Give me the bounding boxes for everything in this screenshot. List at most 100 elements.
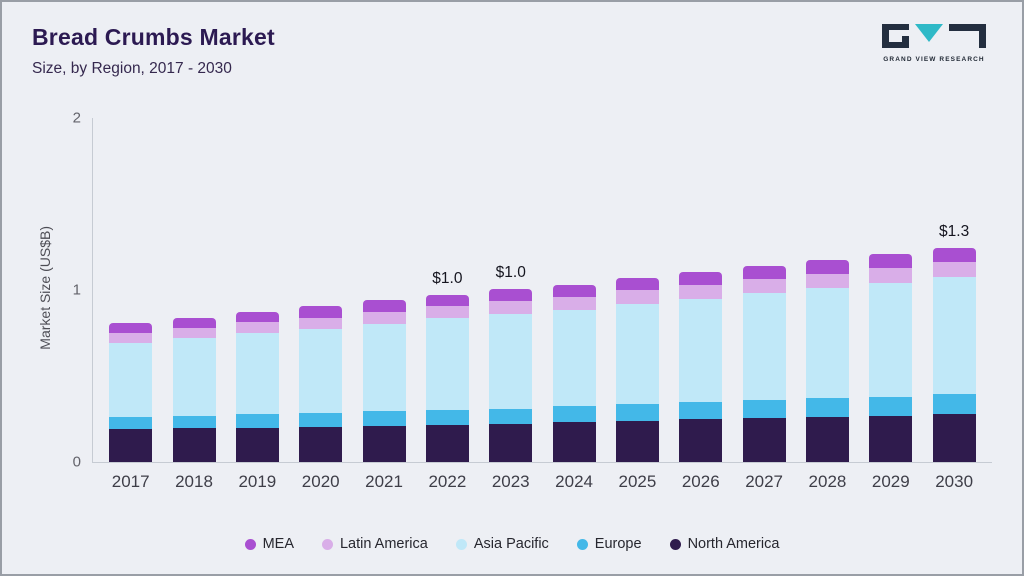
segment-latin-america [362, 311, 406, 324]
segment-asia-pacific [615, 303, 659, 404]
segment-north-america [869, 415, 913, 462]
x-axis-label-2028: 2028 [808, 472, 847, 491]
segment-latin-america [172, 327, 216, 339]
chart-area: Market Size (US$B) 0 1 2 2017 2018 2019 2020 20… [28, 110, 992, 514]
bar-2025: 2025 [615, 118, 659, 491]
legend-label-mea: MEA [262, 536, 294, 552]
legend-item-mea: MEA [244, 536, 294, 552]
segment-latin-america [489, 301, 533, 315]
bar-2018: 2018 [172, 118, 216, 491]
legend-dot-latin-america [321, 538, 333, 550]
segment-asia-pacific [552, 309, 596, 407]
segment-mea [679, 271, 723, 285]
x-axis-label-2030: 2030 [935, 472, 974, 491]
legend-item-asia-pacific: Asia Pacific [455, 536, 549, 552]
segment-mea [109, 322, 153, 334]
segment-asia-pacific [742, 293, 786, 401]
gvr-logo-icon [882, 24, 986, 48]
x-axis-label-2020: 2020 [301, 472, 340, 491]
segment-asia-pacific [679, 298, 723, 402]
segment-north-america [805, 417, 849, 462]
segment-asia-pacific [235, 333, 279, 414]
segment-north-america [172, 428, 216, 462]
segment-asia-pacific [489, 314, 533, 409]
segment-latin-america [615, 290, 659, 304]
segment-mea [299, 306, 343, 318]
y-axis-title-wrap: Market Size (US$B) [28, 114, 62, 462]
segment-north-america [425, 425, 469, 462]
segment-europe [869, 396, 913, 416]
y-tick-label-2: 2 [72, 109, 81, 127]
segment-mea [362, 300, 406, 312]
page-title: Bread Crumbs Market [32, 24, 275, 50]
segment-latin-america [235, 321, 279, 334]
segment-asia-pacific [425, 318, 469, 410]
x-axis-label-2017: 2017 [111, 472, 150, 491]
segment-latin-america [932, 261, 976, 278]
legend-item-europe: Europe [576, 536, 642, 552]
legend-label-asia-pacific: Asia Pacific [473, 536, 549, 552]
segment-north-america [742, 418, 786, 462]
segment-north-america [235, 427, 279, 462]
segment-europe [805, 398, 849, 418]
segment-asia-pacific [299, 328, 343, 413]
page-subtitle: Size, by Region, 2017 - 2030 [32, 60, 232, 77]
x-axis-label-2024: 2024 [555, 472, 593, 491]
segment-mea [615, 278, 659, 291]
plot-area: 0 1 2 2017 2018 2019 2020 2021 $1.0 2022 $1.0 2023 2… [73, 110, 992, 491]
segment-mea [869, 253, 913, 268]
segment-latin-america [552, 296, 596, 310]
segment-europe [932, 394, 976, 414]
segment-north-america [299, 426, 343, 462]
segment-latin-america [742, 278, 786, 294]
bar-value-label-2023: $1.0 [495, 264, 526, 282]
segment-europe [235, 413, 279, 428]
bar-2019: 2019 [235, 118, 279, 491]
legend-dot-europe [576, 538, 588, 550]
x-axis-label-2022: 2022 [428, 472, 467, 491]
segment-latin-america [679, 284, 723, 299]
segment-north-america [362, 425, 406, 462]
segment-europe [679, 401, 723, 419]
bar-2030: $1.3 2030 [932, 118, 976, 491]
segment-latin-america [109, 333, 153, 344]
segment-asia-pacific [362, 323, 406, 412]
y-axis-title: Market Size (US$B) [37, 226, 53, 350]
chart-header: Bread Crumbs Market Size, by Region, 201… [32, 24, 275, 78]
segment-mea [742, 265, 786, 279]
segment-asia-pacific [932, 277, 976, 395]
segment-north-america [679, 419, 723, 462]
legend-dot-north-america [669, 538, 681, 550]
segment-mea [425, 295, 469, 307]
y-tick-label-0: 0 [72, 453, 81, 471]
x-axis-label-2018: 2018 [175, 472, 213, 491]
segment-latin-america [425, 306, 469, 319]
segment-north-america [932, 413, 976, 462]
segment-north-america [489, 424, 533, 462]
plot-wrap: 0 1 2 2017 2018 2019 2020 2021 $1.0 2022 $1.0 2023 2… [62, 110, 992, 514]
segment-mea [805, 259, 849, 274]
segment-north-america [552, 422, 596, 462]
segment-latin-america [805, 273, 849, 289]
segment-europe [742, 400, 786, 419]
legend-label-north-america: North America [687, 536, 780, 552]
bar-value-label-2022: $1.0 [432, 270, 463, 288]
bar-2022: $1.0 2022 [425, 118, 469, 491]
legend-item-north-america: North America [669, 536, 780, 552]
bar-2017: 2017 [109, 118, 153, 491]
bar-2027: 2027 [742, 118, 786, 491]
segment-europe [425, 409, 469, 426]
legend-label-europe: Europe [594, 536, 642, 552]
segment-europe [172, 415, 216, 429]
segment-north-america [109, 429, 153, 462]
x-axis-label-2021: 2021 [365, 472, 403, 491]
logo-wordmark: GRAND VIEW RESEARCH [883, 56, 985, 63]
legend-item-latin-america: Latin America [321, 536, 428, 552]
segment-mea [932, 247, 976, 262]
bar-2028: 2028 [805, 118, 849, 491]
x-axis-label-2025: 2025 [618, 472, 657, 491]
bar-value-label-2030: $1.3 [939, 222, 970, 240]
x-axis-label-2026: 2026 [681, 472, 720, 491]
segment-mea [235, 311, 279, 322]
